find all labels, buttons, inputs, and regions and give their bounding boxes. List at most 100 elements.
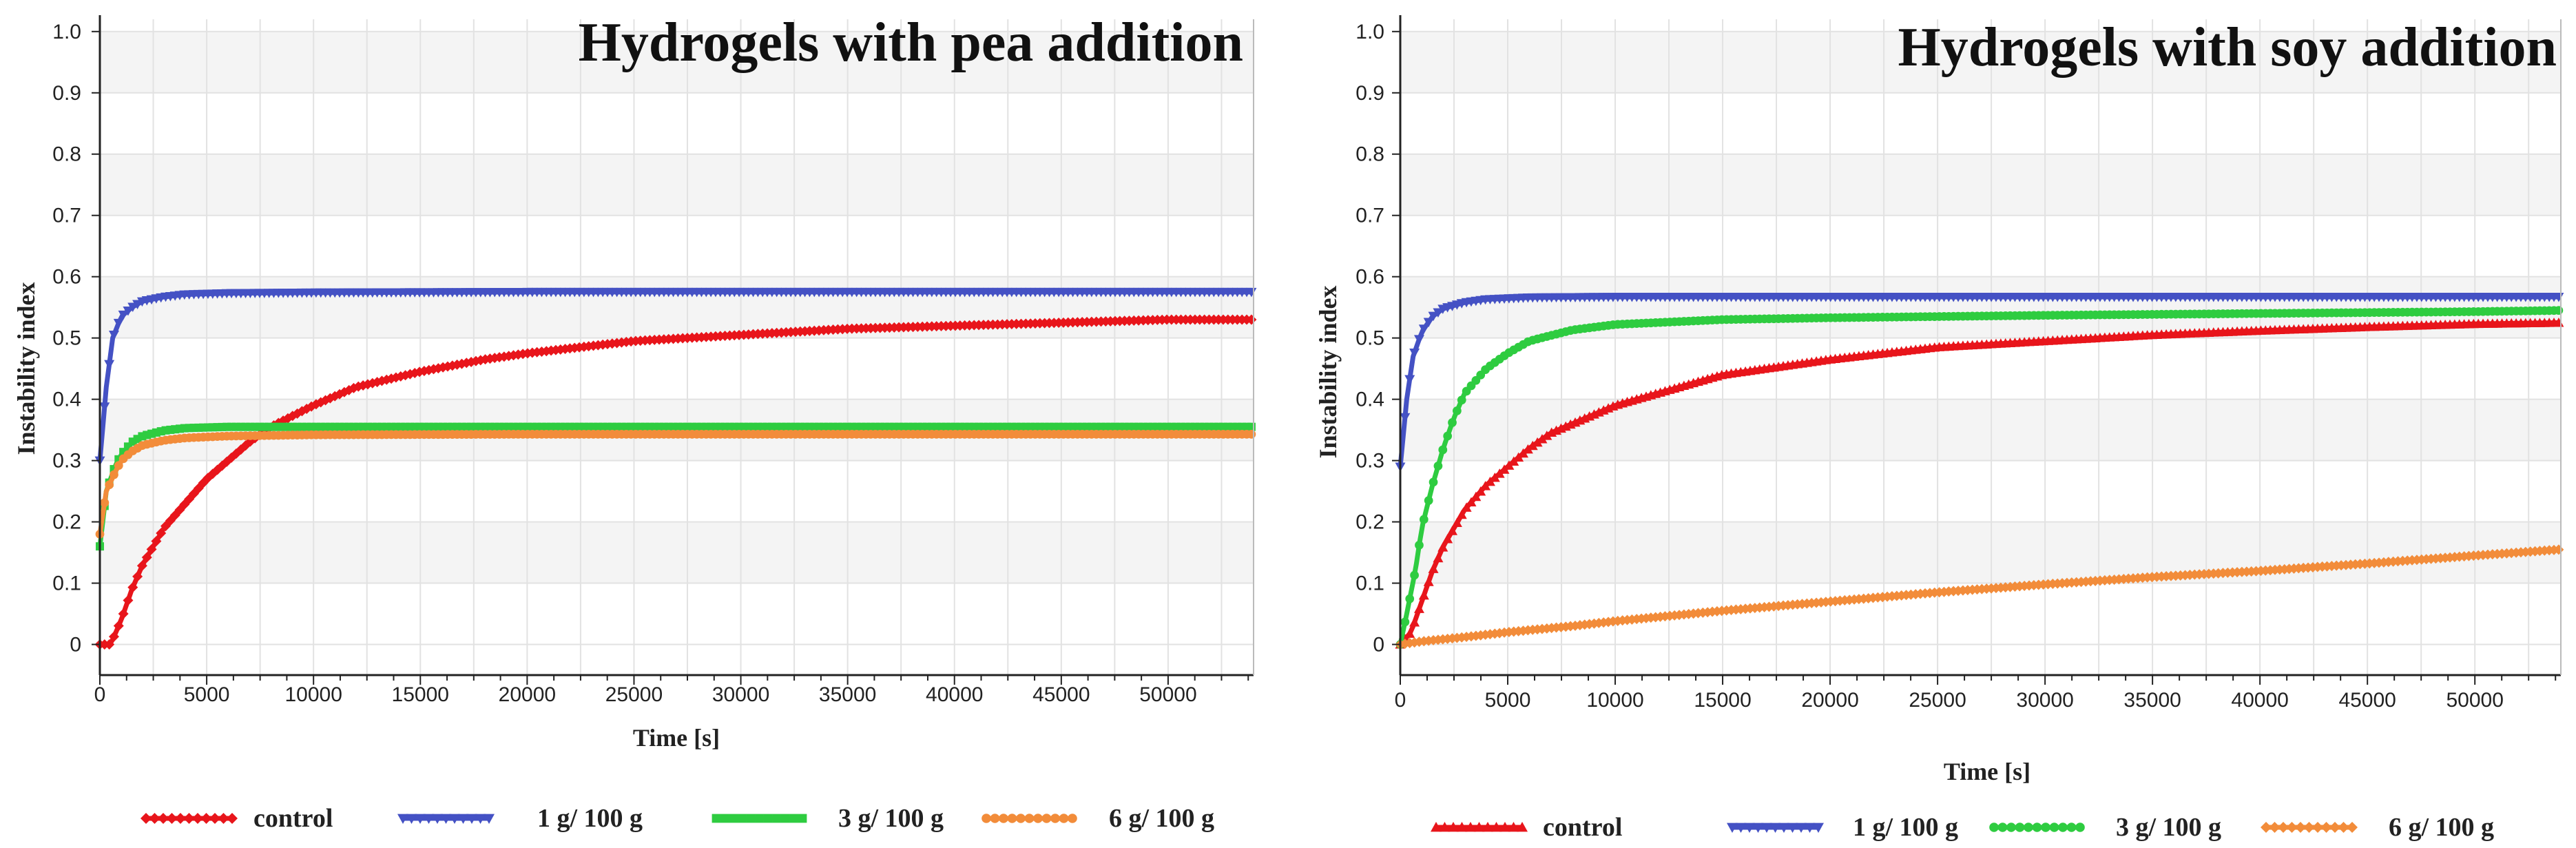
series-point xyxy=(1453,406,1462,415)
axes xyxy=(1392,15,2562,685)
legend-marker xyxy=(1439,822,1451,832)
legend-marker xyxy=(183,813,195,824)
series-point xyxy=(1471,491,1482,501)
y-tick-label: 1.0 xyxy=(52,21,81,43)
series-point xyxy=(697,422,706,431)
x-tick-label: 25000 xyxy=(605,683,663,706)
x-tick-label: 35000 xyxy=(819,683,876,706)
y-tick-label: 0.1 xyxy=(52,572,81,595)
series-point xyxy=(1522,444,1533,454)
series-point xyxy=(1404,638,1415,649)
series-point xyxy=(1466,497,1477,507)
legend-marker xyxy=(2269,822,2281,833)
legend-marker xyxy=(209,813,220,824)
series-point xyxy=(1409,617,1420,627)
legend-marker xyxy=(1016,814,1026,823)
y-tick-label: 0.2 xyxy=(1355,511,1384,534)
legend-marker xyxy=(729,814,738,823)
legend-marker xyxy=(711,814,721,823)
legend-marker xyxy=(2049,823,2059,832)
series-point xyxy=(151,536,162,547)
series-c6 xyxy=(95,429,1256,539)
legend-marker xyxy=(475,814,486,824)
series-point xyxy=(1437,542,1448,552)
series-point xyxy=(1419,515,1429,524)
series-point xyxy=(1409,349,1420,358)
series-point xyxy=(156,528,167,539)
legend-marker xyxy=(1752,823,1764,833)
legend-marker xyxy=(457,814,469,824)
series-point xyxy=(1475,486,1486,496)
series-point xyxy=(1415,541,1424,550)
legend-marker xyxy=(1744,823,1755,833)
series-point xyxy=(1438,445,1448,455)
legend-marker xyxy=(432,814,443,824)
legend-marker xyxy=(158,813,169,824)
series-point xyxy=(110,470,118,479)
legend: control 1 g/ 100 g 3 g/ 100 g 6 g/ 100 g xyxy=(141,804,1214,833)
series-point xyxy=(503,351,515,362)
chart-title: Hydrogels with soy addition xyxy=(1898,17,2557,78)
legend-marker xyxy=(200,813,212,824)
series-point xyxy=(108,330,119,340)
legend-marker xyxy=(2024,823,2033,832)
series-point xyxy=(100,498,110,508)
plot-band xyxy=(1400,399,2561,461)
x-tick-label: 35000 xyxy=(2123,689,2181,712)
legend-marker xyxy=(2006,823,2016,832)
legend-marker xyxy=(990,814,1000,823)
legend-marker xyxy=(175,813,186,824)
legend-label: 3 g/ 100 g xyxy=(838,804,944,833)
legend-marker xyxy=(1482,822,1493,832)
legend-marker xyxy=(798,814,807,823)
y-tick-label: 0.5 xyxy=(1355,327,1384,350)
plot-band xyxy=(100,276,1254,338)
series-point xyxy=(146,544,157,555)
x-tick-label: 5000 xyxy=(184,683,230,706)
legend-marker xyxy=(1448,822,1459,832)
plot-band xyxy=(100,521,1254,583)
legend-label: 3 g/ 100 g xyxy=(2116,813,2221,842)
x-tick-label: 10000 xyxy=(1586,689,1643,712)
series-point xyxy=(527,347,538,358)
y-tick-labels: 0 0.1 0.2 0.3 0.4 0.5 0.6 0.7 0.8 0.9 1.0 xyxy=(1355,21,1384,656)
series-point xyxy=(108,631,119,642)
series-control xyxy=(94,314,1257,650)
y-tick-label: 0.6 xyxy=(1355,266,1384,289)
legend-marker xyxy=(1989,823,1999,832)
series-point xyxy=(1424,496,1433,505)
series-point xyxy=(1429,477,1438,487)
legend-marker xyxy=(227,813,238,824)
series-c3 xyxy=(1395,306,2564,649)
legend-marker xyxy=(440,814,452,824)
series-point xyxy=(1428,311,1439,322)
series-c6 xyxy=(1395,544,2564,650)
series-point xyxy=(1461,502,1472,512)
legend-marker xyxy=(218,813,229,824)
y-tick-label: 0 xyxy=(70,634,81,656)
legend-marker xyxy=(1778,823,1789,833)
series-point xyxy=(1451,517,1462,527)
legend-marker xyxy=(780,814,790,823)
series-point xyxy=(123,306,134,316)
legend-marker xyxy=(2295,822,2306,833)
x-tick-label: 45000 xyxy=(2338,689,2396,712)
legend-item: 6 g/ 100 g xyxy=(981,804,1214,833)
series-point xyxy=(1404,375,1415,385)
legend-item: 6 g/ 100 g xyxy=(2261,813,2494,842)
y-tick-label: 0.4 xyxy=(1355,389,1384,411)
legend-marker xyxy=(1796,823,1807,833)
legend-marker xyxy=(2286,822,2298,833)
legend-item: 1 g/ 100 g xyxy=(397,804,643,833)
x-tick-label: 15000 xyxy=(392,683,449,706)
x-tick-labels: 0 5000 10000 15000 20000 25000 30000 35000 40000… xyxy=(1395,689,2504,712)
x-tick-label: 50000 xyxy=(1139,683,1196,706)
legend-marker xyxy=(1024,814,1035,823)
y-tick-label: 0.9 xyxy=(52,82,81,105)
legend-label: 6 g/ 100 g xyxy=(2389,813,2494,842)
x-axis-label: Time [s] xyxy=(633,724,720,752)
pea-chart: 0 5000 10000 15000 20000 25000 30000 35000 40000… xyxy=(12,12,1257,833)
legend-marker xyxy=(449,814,460,824)
series-point xyxy=(344,422,353,431)
